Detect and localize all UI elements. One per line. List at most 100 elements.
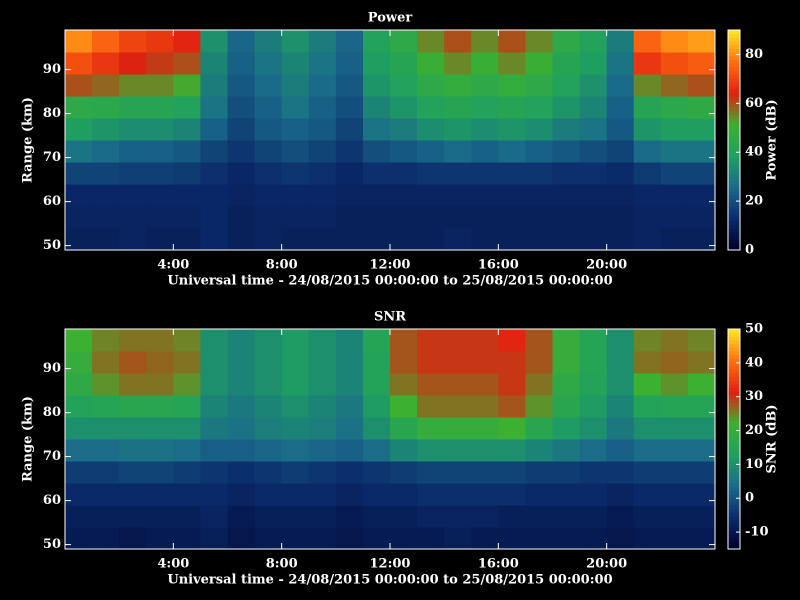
heatmap-cell xyxy=(552,96,581,119)
heatmap-cell xyxy=(119,351,147,374)
heatmap-cell xyxy=(687,483,716,506)
heatmap-cell xyxy=(227,461,256,484)
heatmap-cell xyxy=(146,74,174,97)
heatmap-cell xyxy=(552,527,581,550)
heatmap-cell xyxy=(308,439,337,462)
colorbar-swatch xyxy=(728,44,740,49)
heatmap-cell xyxy=(254,527,283,550)
heatmap-cell xyxy=(92,52,120,75)
heatmap-cell xyxy=(633,483,662,506)
heatmap-cell xyxy=(633,505,662,528)
colorbar-swatch xyxy=(728,121,740,126)
heatmap-cell xyxy=(146,184,174,207)
colorbar-swatch xyxy=(728,224,740,229)
heatmap-cell xyxy=(362,505,391,528)
heatmap-cell xyxy=(525,373,553,396)
heatmap-cell xyxy=(146,439,174,462)
heatmap-cell xyxy=(444,527,472,550)
heatmap-cell xyxy=(471,329,499,352)
heatmap-cell xyxy=(308,228,337,251)
heatmap-cell xyxy=(65,373,93,396)
colorbar-swatch xyxy=(728,154,740,159)
heatmap-cell xyxy=(579,527,608,550)
heatmap-cell xyxy=(119,483,147,506)
heatmap-cell xyxy=(471,52,499,75)
heatmap-cell xyxy=(200,483,228,506)
colorbar-swatch xyxy=(728,362,740,367)
heatmap-cell xyxy=(498,439,526,462)
heatmap-cell xyxy=(146,118,174,141)
heatmap-cell xyxy=(444,461,472,484)
heatmap-cell xyxy=(92,184,120,207)
x-tick-label: 4:00 xyxy=(157,258,189,273)
colorbar-tick-label: 10 xyxy=(745,457,763,472)
heatmap-cell xyxy=(92,483,120,506)
heatmap-cell xyxy=(362,140,391,163)
colorbar-swatch xyxy=(728,52,740,57)
heatmap-cell xyxy=(308,74,337,97)
heatmap-cell xyxy=(65,527,93,550)
colorbar-swatch xyxy=(728,347,740,352)
heatmap-cell xyxy=(362,395,391,418)
heatmap-cell xyxy=(146,483,174,506)
heatmap-cell xyxy=(633,162,662,185)
colorbar-swatch xyxy=(728,99,740,104)
heatmap-cell xyxy=(92,162,120,185)
heatmap-cell xyxy=(417,505,445,528)
colorbar-tick-label: 0 xyxy=(745,243,754,258)
heatmap-cell xyxy=(227,162,256,185)
heatmap-cell xyxy=(362,162,391,185)
heatmap-cell xyxy=(660,483,689,506)
colorbar-swatch xyxy=(728,380,740,385)
colorbar-swatch xyxy=(728,132,740,137)
heatmap-cell xyxy=(633,417,662,440)
heatmap-cell xyxy=(227,329,256,352)
heatmap-cell xyxy=(119,505,147,528)
chart-title: Power xyxy=(368,11,413,26)
heatmap-cell xyxy=(525,140,553,163)
heatmap-cell xyxy=(308,140,337,163)
heatmap-cell xyxy=(633,30,662,53)
colorbar-swatch xyxy=(728,340,740,345)
colorbar-swatch xyxy=(728,391,740,396)
heatmap-cell xyxy=(525,395,553,418)
colorbar-swatch xyxy=(728,180,740,185)
colorbar-swatch xyxy=(728,92,740,97)
colorbar-swatch xyxy=(728,398,740,403)
heatmap-cell xyxy=(417,30,445,53)
heatmap-cell xyxy=(65,118,93,141)
heatmap-cell xyxy=(281,184,310,207)
heatmap-cell xyxy=(362,118,391,141)
heatmap-cell xyxy=(173,329,201,352)
heatmap-cell xyxy=(227,206,256,229)
heatmap-cell xyxy=(119,184,147,207)
heatmap-cell xyxy=(200,184,228,207)
heatmap-cell xyxy=(92,96,120,119)
heatmap-cell xyxy=(254,373,283,396)
heatmap-cell xyxy=(417,527,445,550)
heatmap-cell xyxy=(146,30,174,53)
heatmap-cell xyxy=(65,162,93,185)
heatmap-cell xyxy=(498,461,526,484)
heatmap-cell xyxy=(146,417,174,440)
heatmap-cell xyxy=(227,118,256,141)
heatmap-cell xyxy=(471,118,499,141)
heatmap-cell xyxy=(687,461,716,484)
y-tick-label: 60 xyxy=(43,493,61,508)
heatmap-cell xyxy=(119,417,147,440)
heatmap-cell xyxy=(687,140,716,163)
heatmap-cell xyxy=(606,373,635,396)
heatmap-cell xyxy=(660,74,689,97)
heatmap-cell xyxy=(92,228,120,251)
heatmap-cell xyxy=(606,96,635,119)
x-tick-label: 20:00 xyxy=(586,557,627,572)
heatmap-cell xyxy=(281,52,310,75)
heatmap-cell xyxy=(362,329,391,352)
x-tick-label: 20:00 xyxy=(586,258,627,273)
heatmap-cell xyxy=(308,527,337,550)
heatmap-cell xyxy=(173,505,201,528)
colorbar-tick-label: 50 xyxy=(745,322,763,337)
colorbar-label: SNR (dB) xyxy=(765,405,780,474)
x-tick-label: 12:00 xyxy=(370,557,411,572)
colorbar-swatch xyxy=(728,395,740,400)
